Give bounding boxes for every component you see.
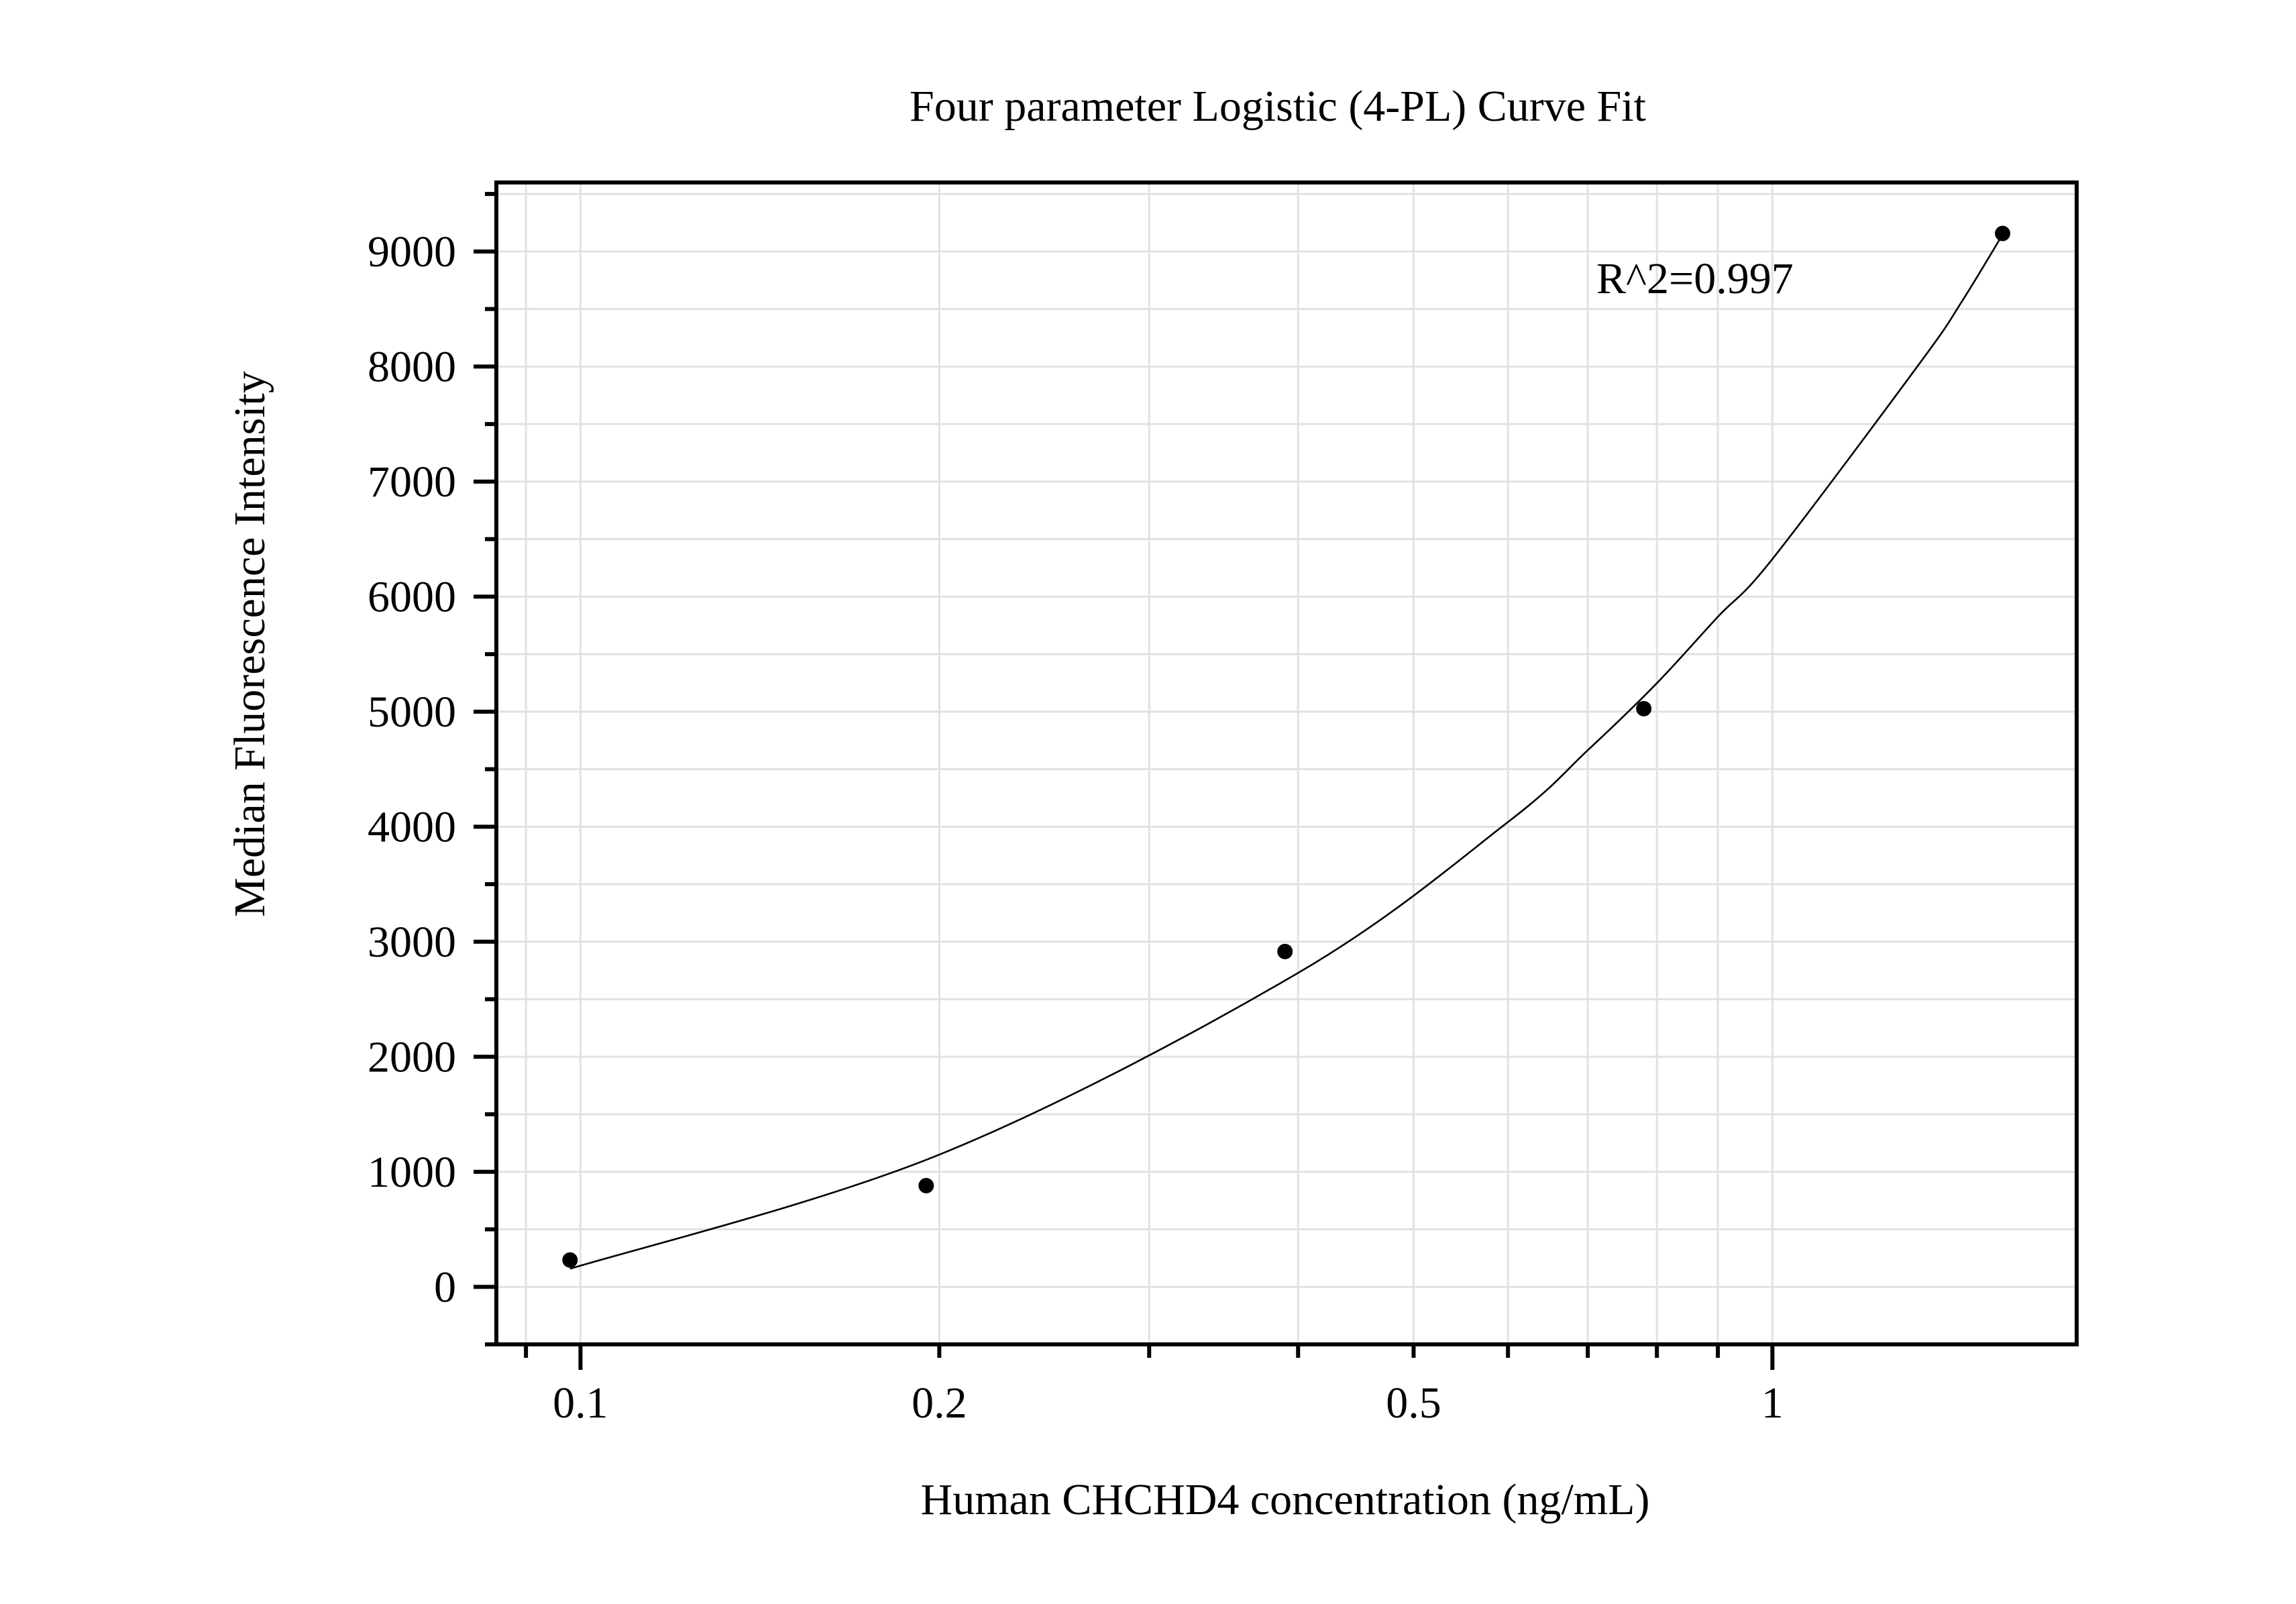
data-point <box>1636 700 1652 716</box>
x-axis-ticks: 0.1 0.2 0.5 1 <box>524 1344 1784 1428</box>
y-tick-label: 1000 <box>368 1148 456 1197</box>
data-point <box>1277 943 1293 959</box>
y-tick-label: 3000 <box>368 918 456 967</box>
y-axis-ticks: 0 1000 2000 3000 4000 5000 6000 7000 8000 9000 <box>368 192 496 1346</box>
y-tick-label: 5000 <box>368 688 456 737</box>
x-tick-label: 0.2 <box>912 1379 967 1428</box>
data-point <box>562 1252 578 1268</box>
y-tick-label: 6000 <box>368 572 456 621</box>
y-tick-label: 2000 <box>368 1032 456 1081</box>
fit-curve-path <box>569 233 2004 1270</box>
x-tick-label: 1 <box>1761 1379 1784 1428</box>
x-tick-label: 0.5 <box>1386 1379 1441 1428</box>
x-axis-label: Human CHCHD4 concentration (ng/mL) <box>921 1475 1650 1524</box>
plot-frame <box>494 180 2079 1346</box>
y-axis-label: Median Fluorescence Intensity <box>225 371 274 917</box>
data-point <box>918 1177 934 1193</box>
fit-curve <box>569 233 2004 1270</box>
data-point <box>1995 225 2011 242</box>
y-tick-label: 4000 <box>368 802 456 851</box>
y-tick-label: 0 <box>434 1263 456 1312</box>
chart-title: Four parameter Logistic (4-PL) Curve Fit <box>910 82 1646 131</box>
gridlines <box>496 182 2077 1344</box>
x-tick-label: 0.1 <box>553 1379 608 1428</box>
data-points <box>562 225 2011 1268</box>
r-squared-annotation: R^2=0.997 <box>1596 254 1794 303</box>
y-tick-label: 7000 <box>368 458 456 506</box>
y-tick-label: 9000 <box>368 227 456 276</box>
y-tick-label: 8000 <box>368 342 456 391</box>
